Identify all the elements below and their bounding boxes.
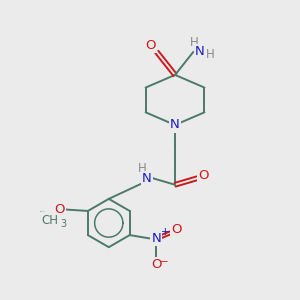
Text: −: −: [160, 257, 169, 267]
Text: +: +: [161, 227, 169, 237]
Text: H: H: [206, 48, 215, 62]
Text: O: O: [198, 169, 209, 182]
Text: O: O: [172, 223, 182, 236]
Text: O: O: [54, 203, 65, 216]
Text: O: O: [151, 258, 161, 271]
Text: N: N: [142, 172, 152, 185]
Text: N: N: [170, 118, 180, 131]
Text: O: O: [146, 39, 156, 52]
Text: H: H: [137, 162, 146, 175]
Text: N: N: [151, 232, 161, 245]
Text: H: H: [190, 36, 198, 49]
Text: N: N: [195, 45, 205, 58]
Text: methoxy: methoxy: [40, 211, 46, 212]
Text: 3: 3: [60, 219, 66, 229]
Text: CH: CH: [41, 214, 58, 227]
